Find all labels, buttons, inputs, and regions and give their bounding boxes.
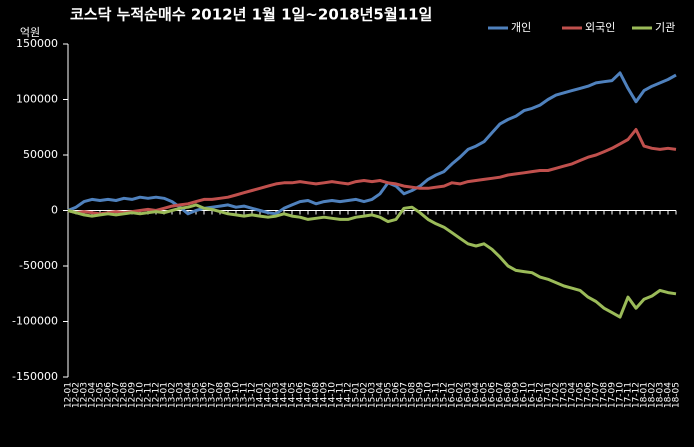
y-tick-label: -150000: [12, 370, 58, 383]
x-tick-label: 16-10: [520, 382, 530, 408]
legend-label: 개인: [511, 21, 531, 34]
x-tick-label: 15-08: [408, 382, 418, 408]
x-tick-label: 12-04: [88, 382, 98, 408]
series-line: [67, 71, 677, 216]
y-tick-label: -100000: [12, 315, 58, 328]
x-tick-label: 17-12: [632, 382, 642, 408]
x-tick-label: 16-04: [472, 382, 482, 408]
x-tick-label: 12-10: [136, 382, 146, 408]
x-tick-label: 15-09: [416, 382, 426, 408]
x-tick-label: 12-06: [104, 382, 114, 408]
y-tick-label: -50000: [19, 259, 58, 272]
x-tick-label: 15-12: [440, 382, 450, 408]
x-tick-label: 15-11: [432, 382, 442, 408]
x-tick-label: 13-05: [192, 382, 202, 408]
y-tick-label: 50000: [23, 148, 58, 161]
x-tick-label: 17-04: [568, 382, 578, 408]
x-tick-label: 14-07: [304, 382, 314, 408]
x-tick-label: 17-08: [600, 382, 610, 408]
x-tick-label: 14-10: [328, 382, 338, 408]
x-tick-label: 15-07: [400, 382, 410, 408]
x-tick-label: 13-01: [160, 382, 170, 408]
x-tick-label: 15-01: [352, 382, 362, 408]
x-tick-label: 13-09: [224, 382, 234, 408]
x-tick-label: 13-08: [216, 382, 226, 408]
x-tick-label: 17-05: [576, 382, 586, 408]
x-tick-label: 15-04: [376, 382, 386, 408]
x-tick-label: 15-02: [360, 382, 370, 408]
x-tick-label: 16-09: [512, 382, 522, 408]
x-tick-label: 13-11: [240, 382, 250, 408]
x-tick-label: 14-08: [312, 382, 322, 408]
x-tick-label: 14-04: [280, 382, 290, 408]
x-tick-label: 13-04: [184, 382, 194, 408]
x-tick-label: 18-03: [656, 382, 666, 408]
x-tick-label: 16-02: [456, 382, 466, 408]
chart-title: 코스닥 누적순매수 2012년 1월 1일~2018년5월11일: [70, 6, 432, 24]
x-tick-label: 13-02: [168, 382, 178, 408]
x-tick-label: 16-01: [448, 382, 458, 408]
x-tick-label: 16-12: [536, 382, 546, 408]
x-tick-label: 15-06: [392, 382, 402, 408]
y-tick-label: 150000: [16, 37, 58, 50]
x-tick-label: 18-02: [648, 382, 658, 408]
x-tick-label: 18-05: [672, 382, 682, 408]
x-tick-label: 16-06: [488, 382, 498, 408]
x-tick-label: 14-11: [336, 382, 346, 408]
x-tick-label: 12-11: [144, 382, 154, 408]
x-tick-label: 16-07: [496, 382, 506, 408]
x-tick-label: 13-12: [248, 382, 258, 408]
x-tick-label: 17-06: [584, 382, 594, 408]
x-tick-label: 12-07: [112, 382, 122, 408]
x-tick-label: 16-11: [528, 382, 538, 408]
y-axis-label: 억원: [20, 26, 40, 39]
x-tick-label: 17-10: [616, 382, 626, 408]
x-tick-label: 16-05: [480, 382, 490, 408]
x-tick-label: 12-01: [64, 382, 74, 408]
x-tick-label: 17-11: [624, 382, 634, 408]
x-tick-label: 14-09: [320, 382, 330, 408]
series-line: [67, 203, 677, 319]
y-tick-label: 0: [51, 204, 58, 217]
x-tick-label: 12-05: [96, 382, 106, 408]
x-tick-label: 13-07: [208, 382, 218, 408]
x-tick-label: 15-10: [424, 382, 434, 408]
x-tick-label: 12-12: [152, 382, 162, 408]
x-tick-label: 12-03: [80, 382, 90, 408]
x-tick-label: 14-05: [288, 382, 298, 408]
x-tick-label: 17-02: [552, 382, 562, 408]
legend-label: 기관: [655, 21, 675, 34]
x-tick-label: 18-01: [640, 382, 650, 408]
x-tick-label: 16-03: [464, 382, 474, 408]
series-line: [67, 128, 677, 216]
x-tick-label: 12-08: [120, 382, 130, 408]
x-tick-label: 13-03: [176, 382, 186, 408]
x-tick-label: 17-01: [544, 382, 554, 408]
legend-label: 외국인: [585, 21, 615, 34]
y-tick-label: 100000: [16, 93, 58, 106]
x-tick-label: 14-01: [256, 382, 266, 408]
x-tick-label: 14-06: [296, 382, 306, 408]
x-tick-label: 15-03: [368, 382, 378, 408]
x-tick-label: 17-03: [560, 382, 570, 408]
x-tick-label: 14-03: [272, 382, 282, 408]
x-tick-label: 17-09: [608, 382, 618, 408]
x-tick-label: 18-04: [664, 382, 674, 408]
x-tick-label: 16-08: [504, 382, 514, 408]
x-tick-label: 14-02: [264, 382, 274, 408]
x-tick-label: 13-10: [232, 382, 242, 408]
x-tick-label: 12-09: [128, 382, 138, 408]
x-tick-label: 17-07: [592, 382, 602, 408]
x-tick-label: 13-06: [200, 382, 210, 408]
x-tick-label: 12-02: [72, 382, 82, 408]
x-tick-label: 14-12: [344, 382, 354, 408]
x-tick-label: 15-05: [384, 382, 394, 408]
